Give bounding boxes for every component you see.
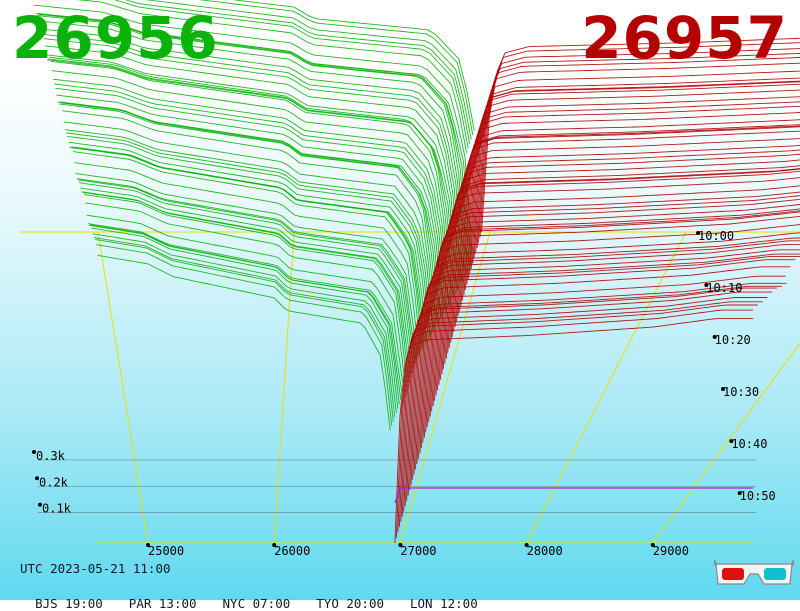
floor-gridline-25000 [98, 232, 148, 543]
ask-depth-line [438, 173, 800, 390]
ask-depth-line [464, 87, 800, 295]
bid-depth-line [87, 215, 405, 391]
ask-depth-line [435, 188, 800, 400]
depth-curves [27, 0, 800, 543]
ask-depth-line [440, 164, 800, 380]
ask-depth-line [402, 292, 772, 516]
bid-depth-line [94, 238, 395, 418]
volume-tick-label: 0.1k [42, 502, 72, 516]
clock-tyo: TYO 20:00 [316, 596, 384, 611]
x-tick-label: 27000 [400, 544, 436, 558]
ask-depth-line [395, 319, 753, 543]
bid-depth-line [44, 39, 460, 286]
bid-depth-line [83, 192, 409, 378]
current-ask-line [395, 488, 753, 503]
x-tick-label: 25000 [148, 544, 184, 558]
bid-depth-line [82, 192, 411, 374]
ask-depth-line [399, 302, 762, 527]
ask-depth-line [476, 47, 800, 253]
time-tick-label: 10:10 [706, 281, 742, 295]
bid-depth-line [88, 224, 403, 396]
bid-depth-line [77, 179, 416, 361]
clock-par: PAR 13:00 [129, 596, 197, 611]
bid-depth-line [33, 0, 466, 153]
clock-nyc: NYC 07:00 [223, 596, 291, 611]
bid-depth-line [58, 102, 441, 319]
bid-depth-line [74, 163, 419, 356]
time-tick-label: 10:20 [715, 333, 751, 347]
bid-depth-line [78, 180, 415, 363]
floor-gridline-26000 [274, 232, 294, 543]
clock-bjs: BJS 19:00 [35, 596, 103, 611]
world-clocks: BJS 19:00 PAR 13:00 NYC 07:00 TYO 20:00 LON … [20, 581, 504, 611]
volume-tick-label: 0.2k [39, 475, 69, 489]
time-tick-label: 10:30 [723, 385, 759, 399]
ask-depth-line [410, 267, 791, 491]
bid-depth-line [96, 245, 392, 426]
bid-depth-line [41, 29, 463, 280]
x-tick-label: 28000 [527, 544, 563, 558]
utc-time: UTC 2023-05-21 11:00 [20, 561, 171, 576]
bid-depth-line [60, 102, 438, 324]
x-tick-label: 29000 [653, 544, 689, 558]
bid-depth-line [95, 239, 393, 421]
volume-tick-label: 0.3k [36, 449, 66, 463]
bid-depth-line [98, 255, 391, 430]
clock-lon: LON 12:00 [410, 596, 478, 611]
time-tick-label: 10:40 [731, 437, 767, 451]
time-tick-label: 10:50 [740, 489, 776, 503]
bid-depth-line [51, 61, 451, 302]
time-tick-label: 10:00 [698, 229, 734, 243]
floor-gridline-28000 [527, 232, 686, 543]
bid-depth-line [90, 225, 399, 404]
ask-depth-line [448, 143, 800, 354]
x-tick-label: 26000 [274, 544, 310, 558]
3d-glasses-icon[interactable] [714, 558, 794, 592]
ask-depth-line [396, 310, 753, 538]
